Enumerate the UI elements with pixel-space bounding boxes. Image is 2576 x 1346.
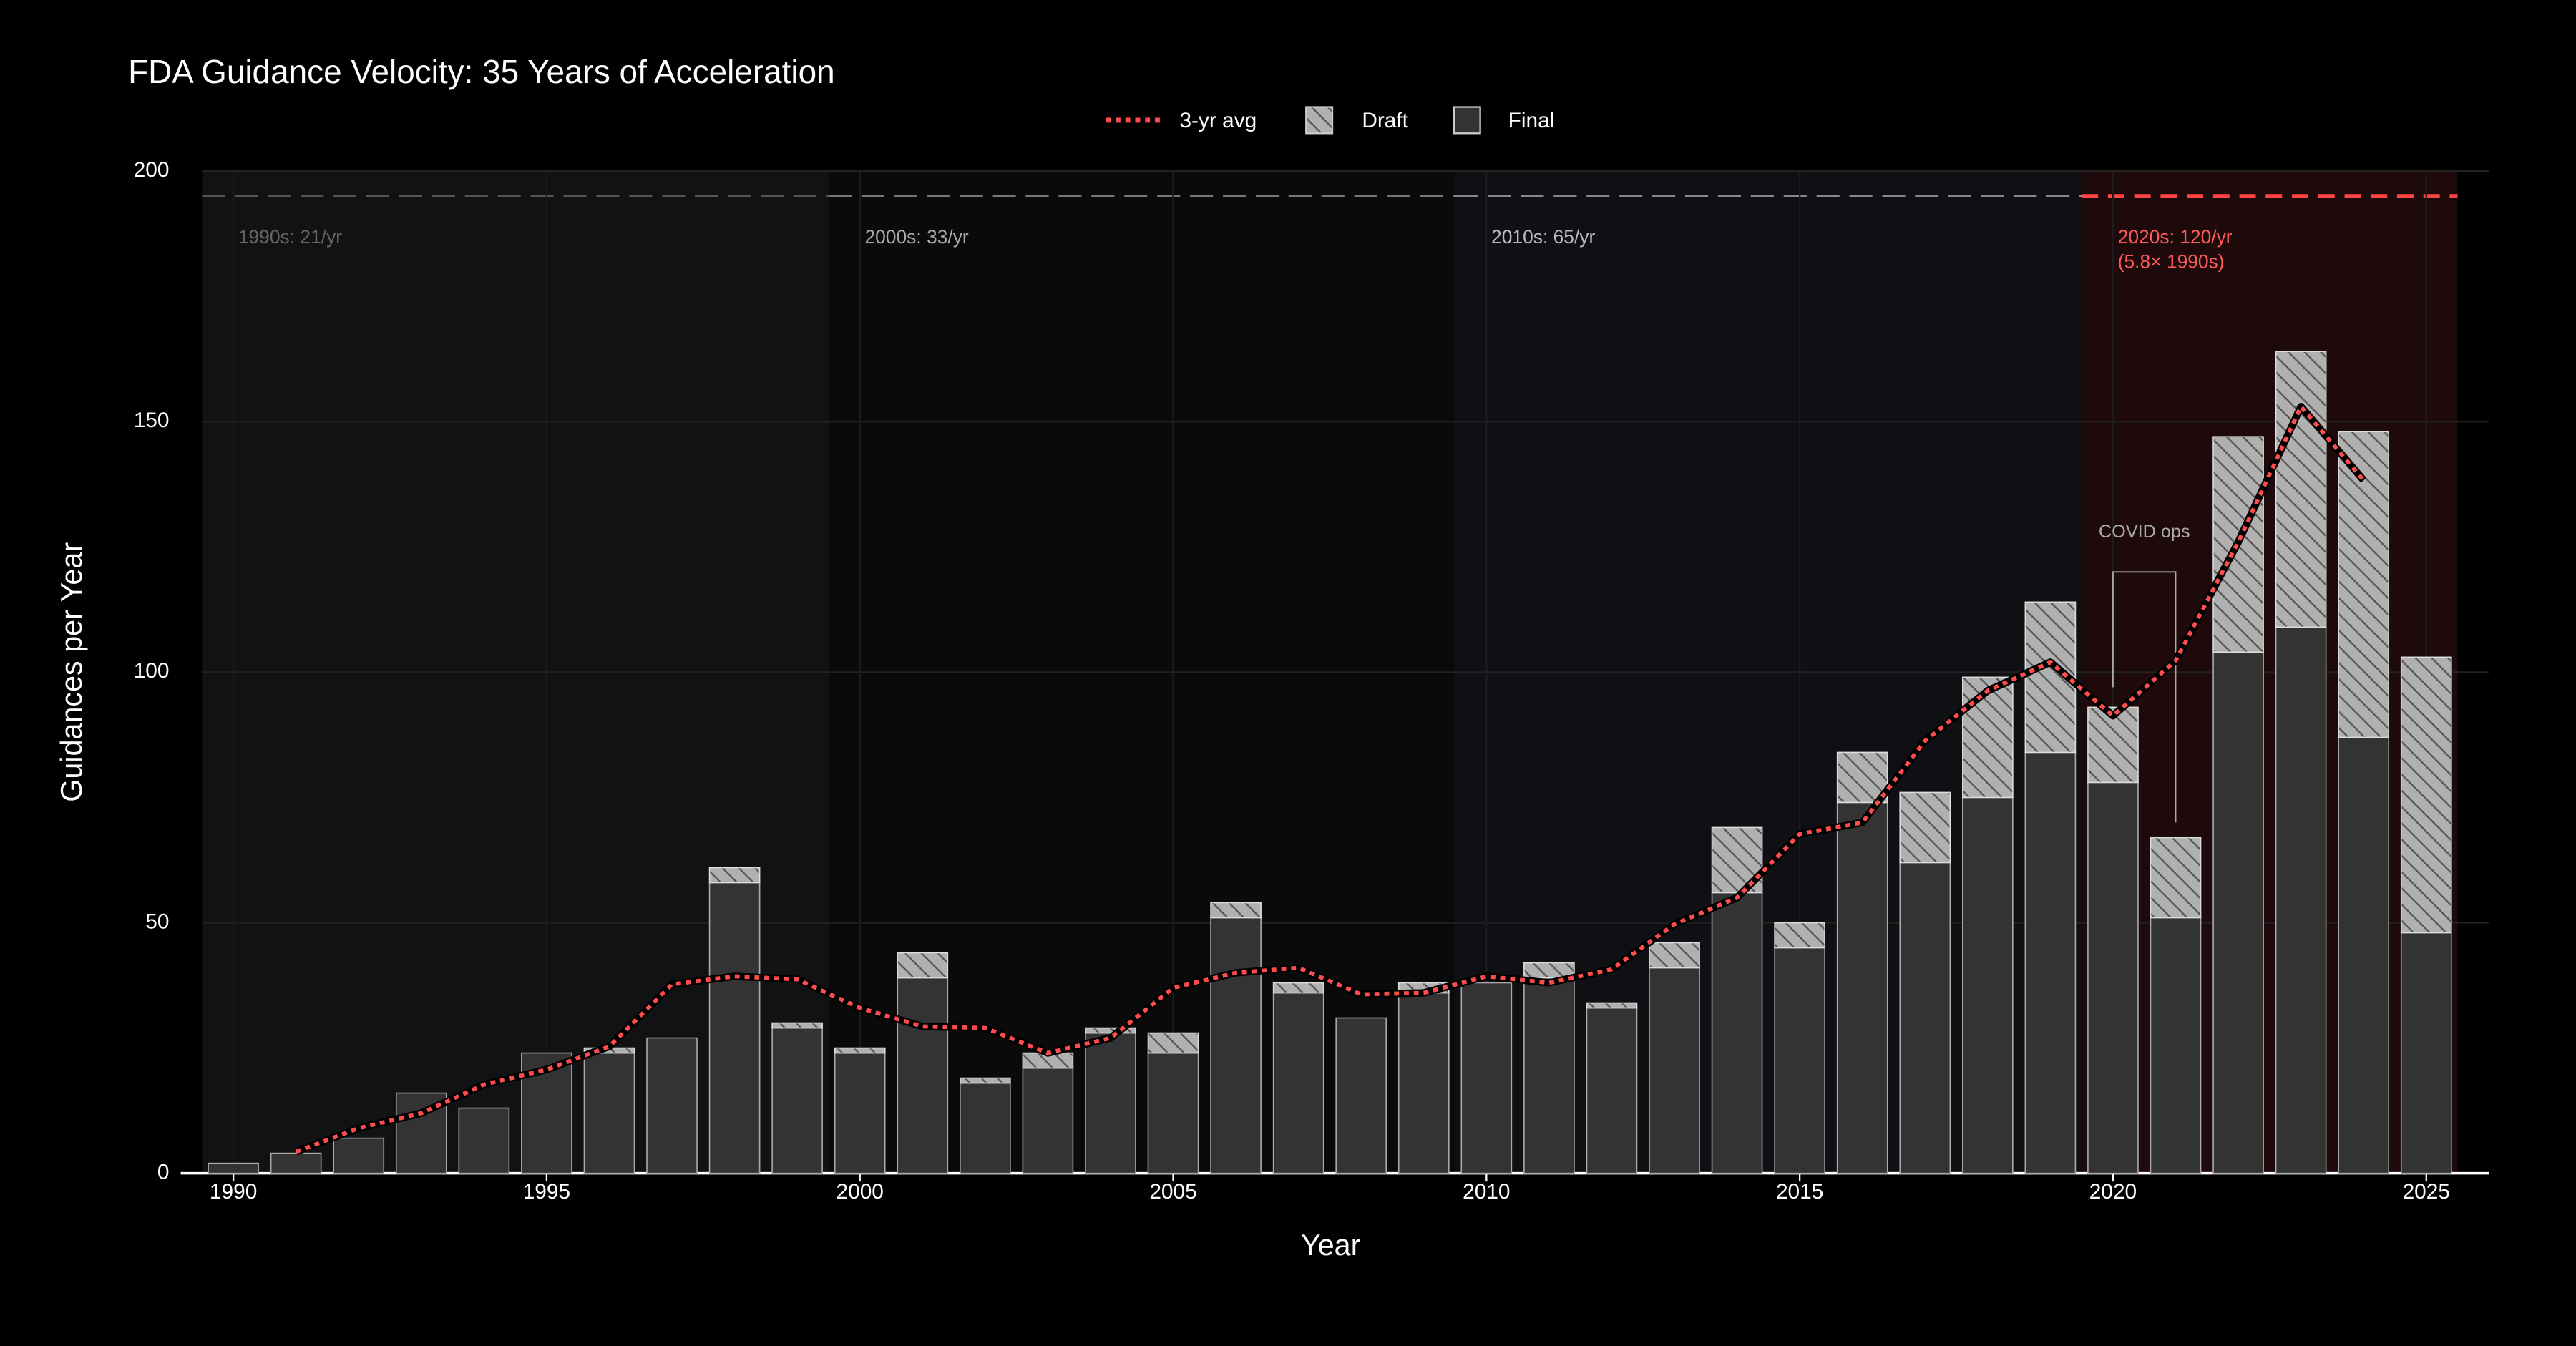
covid-bracket — [2112, 571, 2177, 823]
final-bar — [2087, 781, 2139, 1174]
final-bar — [1335, 1017, 1387, 1174]
legend: 3-yr avg Draft Final — [1106, 106, 1555, 135]
y-tick-label: 200 — [134, 158, 170, 182]
draft-bar — [1085, 1027, 1136, 1034]
final-bar — [897, 977, 949, 1174]
final-bar — [1523, 977, 1575, 1174]
legend-label: Draft — [1362, 109, 1408, 132]
draft-bar — [1210, 902, 1262, 919]
final-bar — [2400, 932, 2452, 1174]
final-bar — [834, 1052, 886, 1174]
draft-bar — [2150, 837, 2202, 919]
draft-bar — [834, 1047, 886, 1054]
decade-annotation: (5.8× 1990s) — [2118, 251, 2225, 273]
draft-bar — [1272, 982, 1324, 994]
final-bar — [1147, 1052, 1199, 1174]
x-axis-label: Year — [1301, 1229, 1361, 1262]
final-bar — [771, 1027, 823, 1174]
final-bar — [333, 1137, 385, 1174]
final-bar — [1397, 992, 1450, 1174]
x-tick-label: 2025 — [2403, 1180, 2450, 1204]
final-bar — [2212, 651, 2264, 1174]
final-bar — [1711, 892, 1763, 1174]
chart-title: FDA Guidance Velocity: 35 Years of Accel… — [128, 53, 835, 90]
final-bar — [208, 1162, 259, 1174]
final-bar — [1460, 982, 1513, 1174]
draft-bar — [1649, 942, 1700, 969]
draft-bar — [2087, 706, 2139, 784]
final-bar — [1085, 1032, 1136, 1174]
final-bar — [458, 1107, 510, 1174]
final-bar — [646, 1037, 698, 1174]
draft-bar — [1523, 962, 1575, 979]
decade-annotation: 2010s: 65/yr — [1491, 226, 1595, 248]
decade-annotation: 2000s: 33/yr — [864, 226, 968, 248]
legend-swatch — [1453, 106, 1481, 135]
draft-bar — [2275, 351, 2327, 628]
draft-bar — [1586, 1002, 1638, 1009]
draft-bar — [2212, 436, 2264, 653]
decade-annotation: 2020s: 120/yr — [2118, 226, 2233, 248]
y-tick-label: 0 — [157, 1160, 170, 1184]
x-tick-label: 2005 — [1149, 1180, 1196, 1204]
draft-bar — [708, 867, 761, 884]
x-tick-label: 2000 — [836, 1180, 884, 1204]
x-tick-label: 1990 — [210, 1180, 257, 1204]
y-tick-label: 50 — [145, 909, 169, 933]
final-bar — [708, 882, 761, 1174]
final-bar — [1272, 992, 1324, 1174]
x-tick-label: 2010 — [1463, 1180, 1510, 1204]
draft-bar — [771, 1022, 823, 1029]
legend-label: Final — [1508, 109, 1555, 132]
final-bar — [1586, 1007, 1638, 1174]
draft-bar — [1836, 751, 1888, 804]
final-bar — [2150, 917, 2202, 1174]
covid-annotation: COVID ops — [2099, 522, 2190, 542]
final-bar — [1961, 796, 2014, 1174]
y-tick-label: 150 — [134, 409, 170, 432]
final-bar — [2024, 751, 2077, 1174]
avg-line — [295, 404, 2366, 1154]
legend-label: 3-yr avg — [1179, 109, 1257, 132]
final-bar — [1210, 917, 1262, 1174]
final-bar — [1836, 801, 1888, 1174]
draft-bar — [960, 1077, 1011, 1084]
draft-bar — [1774, 922, 1825, 949]
x-tick-label: 1995 — [523, 1180, 570, 1204]
draft-bar — [1899, 791, 1951, 864]
draft-bar — [1147, 1032, 1199, 1054]
draft-bar — [897, 952, 949, 979]
final-bar — [1649, 967, 1700, 1174]
draft-bar — [2400, 656, 2452, 934]
x-tick-label: 2015 — [1776, 1180, 1823, 1204]
final-bar — [583, 1052, 635, 1174]
final-bar — [1022, 1067, 1074, 1174]
final-bar — [1899, 862, 1951, 1174]
legend-swatch — [1305, 106, 1334, 135]
decade-annotation: 1990s: 21/yr — [238, 226, 342, 248]
final-bar — [960, 1082, 1011, 1174]
final-bar — [1774, 947, 1825, 1174]
draft-bar — [2338, 431, 2390, 738]
final-bar — [2275, 626, 2327, 1174]
y-axis-label: Guidances per Year — [55, 542, 88, 802]
marks: COVID ops — [208, 351, 2452, 1174]
y-tick-label: 100 — [134, 659, 170, 683]
final-bar — [2338, 736, 2390, 1174]
draft-bar — [1961, 676, 2014, 799]
x-tick-label: 2020 — [2089, 1180, 2137, 1204]
final-bar — [270, 1152, 322, 1174]
